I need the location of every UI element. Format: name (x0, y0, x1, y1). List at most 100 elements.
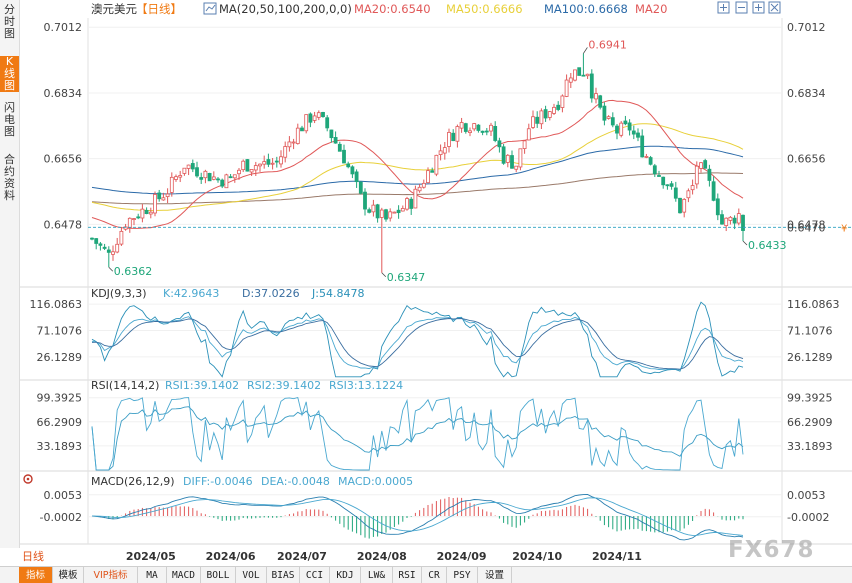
candle-body (132, 218, 136, 220)
candle-body (237, 169, 241, 175)
candle-body (623, 120, 628, 125)
candle-body (216, 178, 220, 181)
bottom-tab-6[interactable]: VOL (236, 567, 267, 583)
candle-body (312, 115, 317, 121)
candle-body (438, 150, 443, 155)
candle-body (602, 105, 607, 121)
crosshair-icon[interactable] (752, 1, 765, 14)
candle-body (556, 104, 561, 110)
candle-body (447, 132, 451, 147)
candle-body (329, 129, 334, 139)
candle-body (522, 140, 527, 149)
ma100-value: MA100:0.6668 (544, 2, 628, 16)
symbol-name: 澳元美元 (91, 2, 137, 16)
ma100-line (91, 145, 744, 195)
kdj-label: KDJ(9,3,3) (91, 287, 147, 300)
candle-body (165, 193, 170, 198)
sidebar-tab-2[interactable]: 闪电图 (4, 101, 15, 138)
candle-body (421, 182, 426, 188)
candle-body (153, 194, 157, 214)
candle-body (455, 126, 460, 142)
candle-body (505, 154, 510, 163)
period-selector[interactable]: 日线 (22, 550, 44, 563)
ma50-value: MA50:0.6666 (446, 2, 523, 16)
x-date-label: 2024/10 (512, 550, 562, 563)
sidebar-tab-0[interactable]: 分时图 (4, 3, 15, 40)
x-date-label: 2024/06 (206, 550, 256, 563)
candle-body (371, 204, 376, 213)
candle-body (417, 186, 422, 192)
candle-body (690, 185, 695, 191)
kdj-d-line (91, 318, 744, 370)
candle-body (644, 156, 649, 158)
candle-body (140, 208, 145, 219)
candle-body (552, 106, 556, 114)
bottom-tab-12[interactable]: CR (422, 567, 447, 583)
ma50-line (91, 123, 744, 212)
candle-body (136, 216, 141, 219)
candle-body (127, 217, 132, 229)
annotation-leader (381, 272, 387, 278)
candle-body (220, 179, 225, 187)
macd-tick-right: 0.0053 (787, 489, 826, 502)
candle-body (514, 165, 519, 170)
bottom-tab-5[interactable]: BOLL (201, 567, 236, 583)
bottom-tab-14[interactable]: 设置 (478, 567, 512, 583)
macd-dea-line (91, 497, 744, 536)
x-date-label: 2024/07 (277, 550, 327, 563)
kdj-tick-right: 26.1289 (787, 351, 833, 364)
bottom-tab-9[interactable]: KDJ (330, 567, 361, 583)
candle-body (694, 165, 699, 185)
macd-label: MACD(26,12,9) (91, 475, 175, 488)
candle-body (321, 111, 325, 118)
x-date-label: 2024/09 (437, 550, 487, 563)
candle-body (363, 191, 367, 210)
candle-body (678, 197, 682, 214)
bottom-tab-1[interactable]: 模板 (53, 567, 84, 583)
gear-icon[interactable] (23, 474, 33, 484)
rsi3-value: RSI3:13.1224 (329, 379, 403, 392)
bottom-tab-10[interactable]: LW& (361, 567, 393, 583)
bottom-tab-13[interactable]: PSY (447, 567, 478, 583)
candle-body (539, 110, 544, 125)
candle-body (741, 214, 745, 231)
bottom-tab-8[interactable]: CCI (300, 567, 330, 583)
bottom-tab-11[interactable]: RSI (393, 567, 422, 583)
zoom-in-icon[interactable] (717, 1, 730, 14)
annotation-label-3: 0.6433 (748, 239, 787, 252)
candle-body (560, 95, 565, 108)
macd-panel (91, 494, 744, 541)
candle-body (102, 246, 107, 249)
bottom-tab-7[interactable]: BIAS (267, 567, 300, 583)
close-icon[interactable] (768, 1, 781, 14)
candle-body (316, 112, 321, 118)
candle-body (476, 124, 481, 131)
candle-body (258, 163, 262, 167)
bottom-tab-4[interactable]: MACD (167, 567, 201, 583)
candle-body (686, 190, 691, 199)
sidebar-tab-3[interactable]: 合约资料 (4, 153, 15, 202)
candle-body (379, 209, 384, 218)
kdj-k-line (91, 316, 744, 371)
kdj-tick-left: 116.0863 (30, 298, 83, 311)
rsi1-line (91, 406, 744, 471)
annotation-label-2: 0.6347 (387, 271, 426, 284)
candle-body (573, 69, 577, 81)
chart-type-icon[interactable] (203, 2, 217, 15)
candle-body (468, 130, 472, 133)
annotation-leader (108, 266, 114, 272)
candle-body (279, 156, 283, 165)
y-tick-left: 0.6656 (44, 153, 83, 166)
candle-body (367, 209, 372, 213)
bottom-tab-3[interactable]: MA (138, 567, 167, 583)
rsi-label: RSI(14,14,2) (91, 379, 159, 392)
candle-body (510, 155, 514, 169)
bottom-tab-0[interactable]: 指标 (19, 567, 53, 583)
bottom-tab-2[interactable]: VIP指标 (84, 567, 138, 583)
candle-body (157, 192, 162, 200)
candle-body (325, 117, 330, 129)
zoom-out-icon[interactable] (735, 1, 748, 14)
